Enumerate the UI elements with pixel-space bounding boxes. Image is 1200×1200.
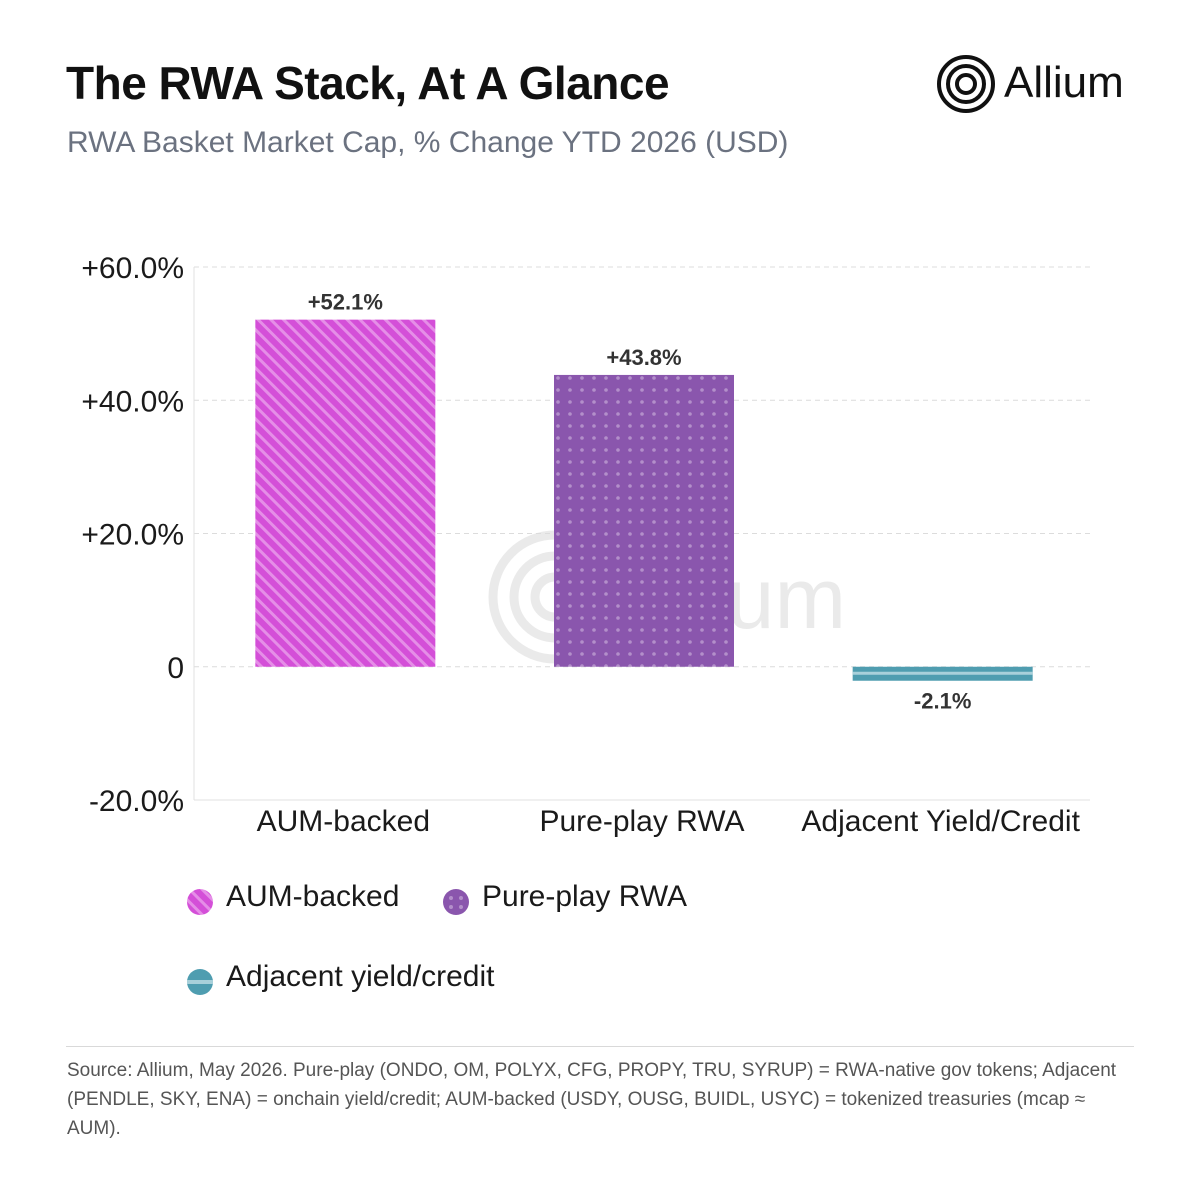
x-tick-label: Adjacent Yield/Credit (801, 805, 1080, 838)
y-tick-label: 0 (167, 652, 184, 685)
legend-label: Pure-play RWA (482, 880, 688, 913)
brand-name: Allium (1004, 58, 1124, 107)
x-tick-label: Pure-play RWA (539, 805, 744, 838)
legend-label: Adjacent yield/credit (226, 960, 495, 993)
legend-swatch-striped (187, 889, 213, 915)
data-label: +43.8% (606, 345, 681, 370)
concentric-circles-logo-icon (937, 55, 995, 113)
source-note: Source: Allium, May 2026. Pure-play (OND… (67, 1060, 1117, 1139)
legend-swatch-dotted (443, 889, 469, 915)
x-tick-label: AUM-backed (257, 805, 430, 838)
y-tick-label: -20.0% (89, 785, 184, 818)
footer-divider (66, 1046, 1134, 1047)
y-tick-label: +60.0% (81, 252, 184, 285)
y-tick-label: +20.0% (81, 519, 184, 552)
bar-band (852, 671, 1033, 675)
chart-title: The RWA Stack, At A Glance (66, 57, 670, 109)
brand-logo: Allium (936, 54, 1136, 114)
legend-swatch-banded (187, 969, 213, 995)
data-label: +52.1% (308, 290, 383, 315)
bar-pure-play-rwa (554, 374, 734, 667)
y-tick-label: +40.0% (81, 385, 184, 418)
data-label: -2.1% (914, 689, 971, 714)
legend-label: AUM-backed (226, 880, 400, 913)
bar-aum-backed (255, 319, 436, 667)
chart-subtitle: RWA Basket Market Cap, % Change YTD 2026… (67, 126, 789, 159)
bar-chart: Allium -20.0%0+20.0%+40.0%+60.0% +52.1%A… (81, 252, 1090, 838)
